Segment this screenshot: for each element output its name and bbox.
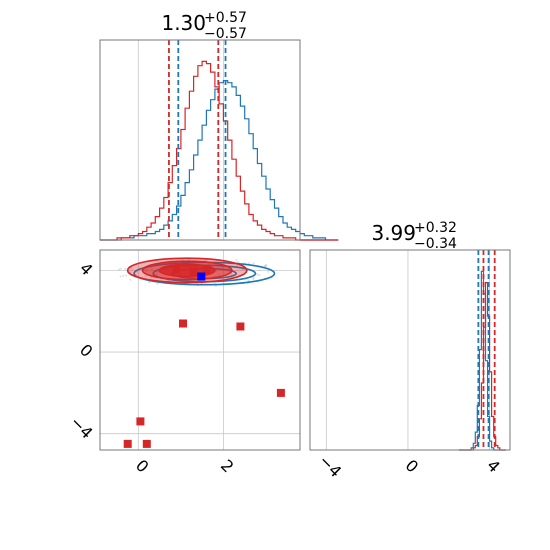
panel-title-upper-error: +0.32 [414,220,457,236]
sample-point [125,274,128,277]
sample-point [237,261,240,264]
grid-lines [325,250,490,450]
histogram-series [100,60,339,241]
red-square-marker [189,267,198,276]
x-tick-label: 0 [132,456,153,477]
sample-point [247,279,250,282]
red-square-marker [202,265,211,274]
red-square-marker [142,439,151,448]
x-tick-label: 4 [483,456,504,477]
sample-point [235,259,238,261]
quantile-lines [477,250,496,450]
axes-frame [99,39,301,241]
y-tick-label: −4 [66,412,96,442]
sample-point [148,281,151,284]
sample-point [264,265,266,268]
histogram-panel-param-0: 1.30 +0.57 −0.57 [99,10,339,241]
panel-title-lower-error: −0.34 [414,236,457,252]
sample-point [124,267,127,270]
sample-point [230,273,233,276]
red-square-marker [136,417,145,426]
sample-point [129,278,132,281]
sample-point [256,273,259,276]
sample-point [136,270,139,273]
panel-title-upper-error: +0.57 [204,10,247,26]
x-tick-label: 0 [402,456,423,477]
sample-point [144,275,147,278]
red-square-marker [172,265,181,274]
contour-levels [126,257,276,286]
red-square-marker [276,388,285,397]
sample-point [120,267,123,270]
sample-point [156,282,159,285]
sample-point [119,275,122,278]
x-tick-labels: −4 0 4 [315,451,504,481]
grid-lines [137,40,224,240]
histogram-series [459,270,506,451]
sample-point [252,276,255,279]
panel-title-lower-error: −0.57 [204,26,247,42]
histogram-panel-param-1: −4 0 4 3.99 +0.32 −0.34 [309,220,511,481]
sample-point [267,270,270,273]
blue-square-marker [197,272,206,281]
sample-point [258,274,261,277]
sample-point [130,267,133,270]
sample-point [252,262,255,265]
red-square-marker [236,322,245,331]
axes-frame [99,249,301,451]
y-tick-label: 0 [76,340,97,361]
x-tick-label: −4 [315,451,345,481]
histogram-step-series-0 [459,270,506,451]
panel-title-median: 3.99 [371,221,416,245]
axes-frame [309,249,511,451]
quantile-lines [168,40,227,240]
sample-point [122,274,125,277]
histogram-step-series-0 [100,80,339,241]
histogram-step-series-1 [100,60,339,241]
marker-points [123,265,285,448]
x-tick-label: 2 [217,456,238,477]
sample-point [258,269,261,272]
red-square-marker [179,319,187,328]
grid-lines [100,250,300,450]
red-square-marker [123,439,132,448]
y-tick-label: 4 [76,259,97,280]
sample-point [118,268,121,271]
y-tick-labels: 4 0 −4 [66,259,96,443]
sample-point [247,262,250,265]
sample-point [149,276,152,279]
histogram-step-series-1 [459,282,506,451]
panel-title-median: 1.30 [161,11,206,35]
